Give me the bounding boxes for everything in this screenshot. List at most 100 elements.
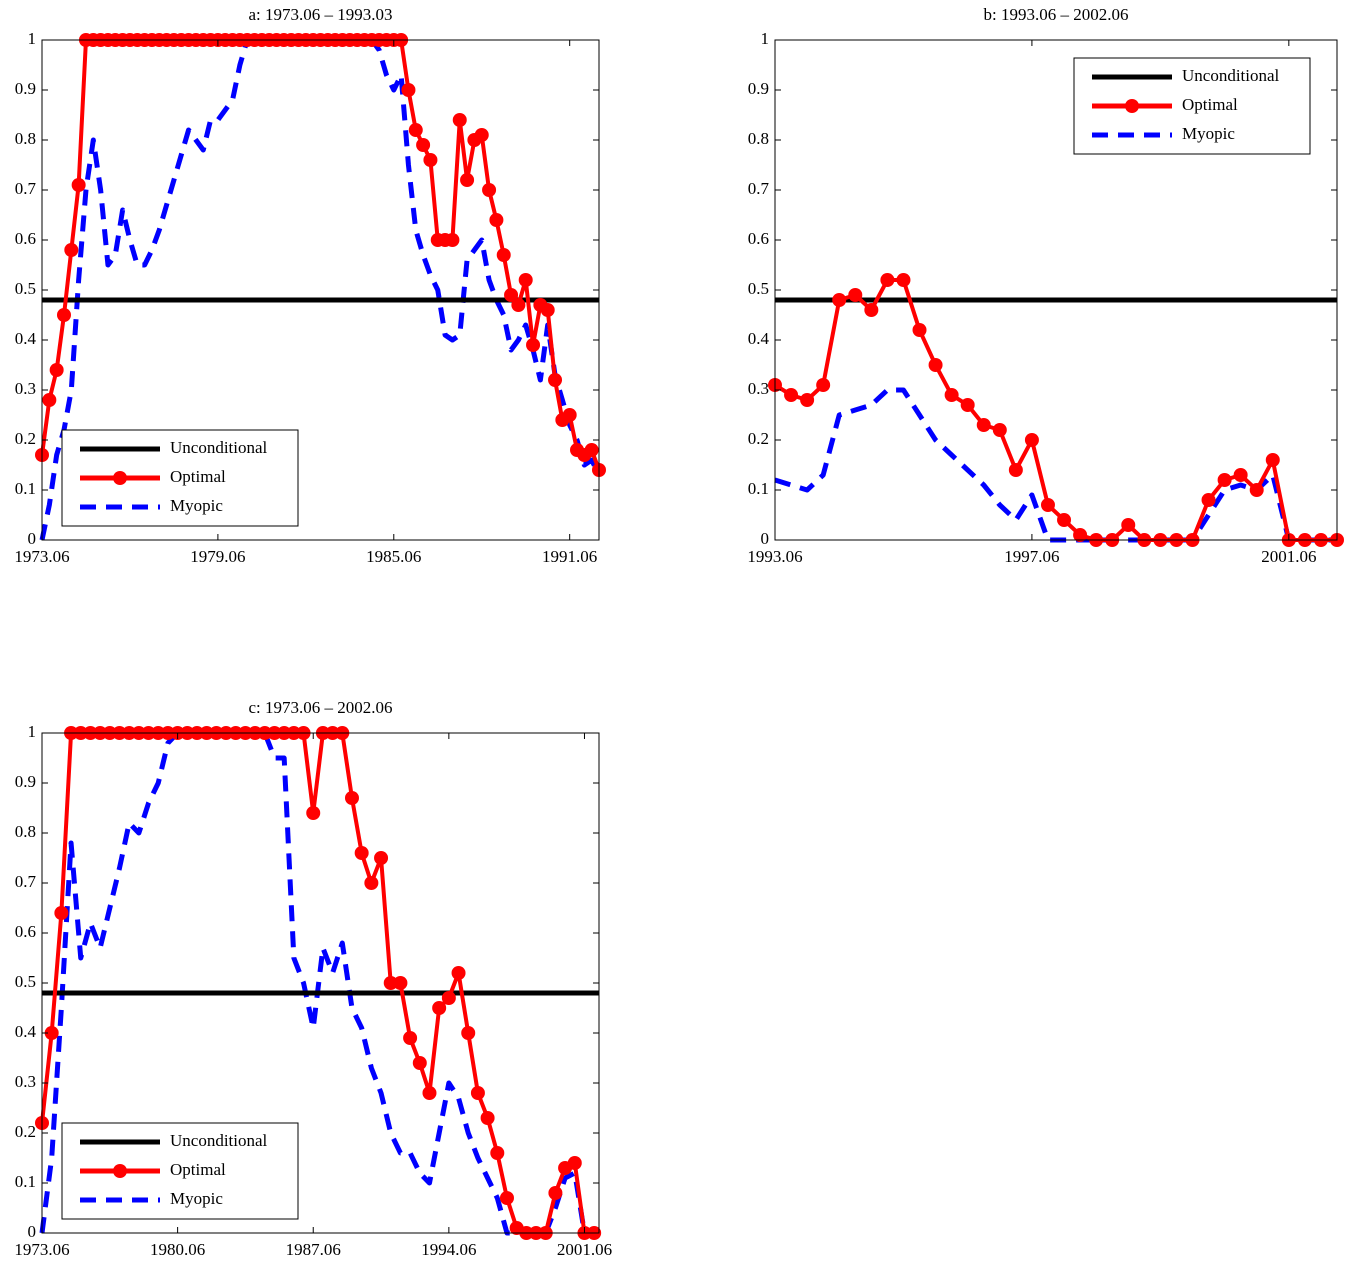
data-point [470, 1086, 485, 1100]
y-tick-label: 0.1 [15, 479, 36, 498]
data-point [393, 976, 408, 990]
data-point [511, 298, 526, 312]
data-point [1249, 483, 1264, 497]
y-tick-label: 0.7 [748, 179, 770, 198]
y-tick-label: 1 [28, 722, 37, 741]
data-point [344, 791, 359, 805]
y-tick-label: 0.7 [15, 179, 37, 198]
legend-marker [1125, 99, 1139, 113]
data-point [461, 1026, 476, 1040]
data-point [54, 906, 69, 920]
legend-label: Optimal [170, 1160, 226, 1179]
data-point [816, 378, 831, 392]
data-point [526, 338, 541, 352]
data-point [548, 373, 563, 387]
data-point [441, 991, 456, 1005]
x-tick-label: 1987.06 [286, 1240, 341, 1259]
data-point [490, 1146, 505, 1160]
y-tick-label: 0.9 [15, 79, 36, 98]
data-point [383, 976, 398, 990]
data-point [848, 288, 863, 302]
legend-label: Myopic [170, 1189, 223, 1208]
data-point [584, 443, 599, 457]
data-point [1040, 498, 1055, 512]
data-point [976, 418, 991, 432]
data-point [1008, 463, 1023, 477]
data-point [1121, 518, 1136, 532]
data-point [992, 423, 1007, 437]
y-tick-label: 0.6 [15, 229, 36, 248]
data-point [499, 1191, 514, 1205]
data-point [44, 1026, 59, 1040]
data-point [912, 323, 927, 337]
data-point [445, 233, 460, 247]
chart-title: a: 1973.06 – 1993.03 [248, 5, 392, 24]
data-point [452, 113, 467, 127]
chart-title: b: 1993.06 – 2002.06 [984, 5, 1129, 24]
x-tick-label: 1994.06 [421, 1240, 476, 1259]
x-tick-label: 1993.06 [747, 547, 802, 566]
data-point [460, 173, 475, 187]
legend: Unconditional Optimal Myopic [61, 1122, 299, 1220]
data-point [482, 183, 497, 197]
y-tick-label: 0.5 [748, 279, 769, 298]
data-point [880, 273, 895, 287]
legend-label: Unconditional [170, 1131, 268, 1150]
data-point [480, 1111, 495, 1125]
data-point [960, 398, 975, 412]
data-point [364, 876, 379, 890]
y-tick-label: 0.4 [748, 329, 770, 348]
series-line [39, 730, 595, 1236]
y-tick-label: 0.1 [748, 479, 769, 498]
series-line [774, 387, 1337, 543]
data-point [784, 388, 799, 402]
legend-label: Optimal [170, 467, 226, 486]
data-point [567, 1156, 582, 1170]
data-point [422, 1086, 437, 1100]
data-point [56, 308, 71, 322]
y-tick-label: 0.3 [748, 379, 769, 398]
y-tick-label: 1 [28, 29, 37, 48]
y-tick-label: 0.6 [15, 922, 36, 941]
data-point [548, 1186, 563, 1200]
data-point [71, 178, 86, 192]
y-tick-label: 0.8 [15, 822, 36, 841]
data-point [1217, 473, 1232, 487]
y-tick-label: 0.6 [748, 229, 769, 248]
legend-marker [113, 1164, 127, 1178]
data-point [562, 408, 577, 422]
subplot: a: 1973.06 – 1993.03 0 0.1 0.2 0.3 0.4 0.5 0.6 0… [14, 5, 606, 566]
x-tick-label: 1973.06 [14, 1240, 69, 1259]
y-tick-label: 0 [28, 1222, 37, 1241]
data-point [432, 1001, 447, 1015]
data-point [1265, 453, 1280, 467]
y-tick-label: 0.2 [15, 1122, 36, 1141]
y-tick-label: 0.8 [15, 129, 36, 148]
legend-label: Myopic [170, 496, 223, 515]
y-tick-label: 0.8 [748, 129, 769, 148]
data-point [1057, 513, 1072, 527]
data-point [496, 248, 511, 262]
data-point [944, 388, 959, 402]
data-point [306, 806, 321, 820]
x-tick-label: 1985.06 [366, 547, 421, 566]
x-tick-label: 1979.06 [190, 547, 245, 566]
y-tick-label: 0.7 [15, 872, 37, 891]
chart-title: c: 1973.06 – 2002.06 [248, 698, 392, 717]
y-tick-label: 0.3 [15, 1072, 36, 1091]
data-point [896, 273, 911, 287]
data-point [1073, 528, 1088, 542]
y-tick-label: 0.3 [15, 379, 36, 398]
y-tick-label: 0 [28, 529, 37, 548]
y-tick-label: 1 [761, 29, 770, 48]
data-point [403, 1031, 418, 1045]
data-point [42, 393, 57, 407]
legend: Unconditional Optimal Myopic [61, 429, 299, 527]
data-point [474, 128, 489, 142]
y-tick-label: 0.2 [748, 429, 769, 448]
x-tick-label: 2001.06 [1261, 547, 1316, 566]
data-point [408, 123, 423, 137]
plot-area [768, 273, 1344, 547]
